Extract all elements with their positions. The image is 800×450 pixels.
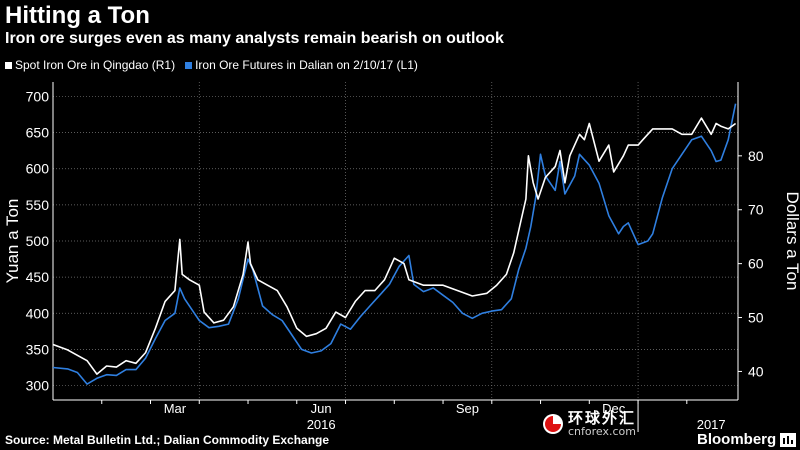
series-line-futures <box>52 103 737 385</box>
watermark: 环球外汇 cnforex.com <box>542 411 636 437</box>
y-left-axis-title: Yuan a Ton <box>3 199 22 284</box>
y-left-tick-label: 600 <box>26 161 50 177</box>
x-tick-label: Sep <box>456 401 479 416</box>
y-right-axis-title: Dollars a Ton <box>783 192 800 291</box>
y-left-tick-label: 650 <box>26 125 50 141</box>
x-tick-label: Mar <box>164 401 187 416</box>
y-left-tick-label: 400 <box>26 305 50 321</box>
watermark-logo-icon <box>543 414 563 434</box>
chart-subtitle: Iron ore surges even as many analysts re… <box>5 30 504 47</box>
x-tick-label: Jun <box>311 401 332 416</box>
watermark-cn: 环球外汇 <box>568 409 637 427</box>
x-year-label: 2016 <box>307 417 336 432</box>
brand-logo: Bloomberg <box>697 431 797 448</box>
y-right-tick-label: 60 <box>748 256 764 272</box>
y-right-tick-label: 50 <box>748 310 764 326</box>
source-note: Source: Metal Bulletin Ltd.; Dalian Comm… <box>5 433 330 447</box>
watermark-en: cnforex.com <box>568 425 636 438</box>
brand-mark-icon <box>780 432 797 447</box>
y-left-tick-label: 550 <box>26 197 50 213</box>
x-year-label: 2017 <box>697 417 726 432</box>
y-left-tick-label: 500 <box>26 233 50 249</box>
chart-title: Hitting a Ton <box>5 2 150 29</box>
x-tick-label: Dec <box>602 401 626 416</box>
legend-label-spot: Spot Iron Ore in Qingdao (R1) <box>15 58 176 72</box>
brand-name: Bloomberg <box>697 431 777 448</box>
legend-item-futures: Iron Ore Futures in Dalian on 2/10/17 (L… <box>185 58 418 72</box>
legend: Spot Iron Ore in Qingdao (R1) Iron Ore F… <box>5 58 418 72</box>
y-left-tick-label: 700 <box>26 88 50 104</box>
legend-swatch-futures <box>185 61 193 69</box>
y-left-tick-label: 300 <box>26 378 50 394</box>
legend-item-spot: Spot Iron Ore in Qingdao (R1) <box>5 58 175 72</box>
y-right-tick-label: 70 <box>748 202 764 218</box>
legend-swatch-spot <box>5 61 12 69</box>
y-right-tick-label: 40 <box>748 363 764 379</box>
series-line-spot <box>52 117 737 375</box>
y-left-tick-label: 450 <box>26 269 50 285</box>
legend-label-futures: Iron Ore Futures in Dalian on 2/10/17 (L… <box>195 58 418 72</box>
y-right-tick-label: 80 <box>748 148 764 164</box>
y-left-tick-label: 350 <box>26 341 50 357</box>
